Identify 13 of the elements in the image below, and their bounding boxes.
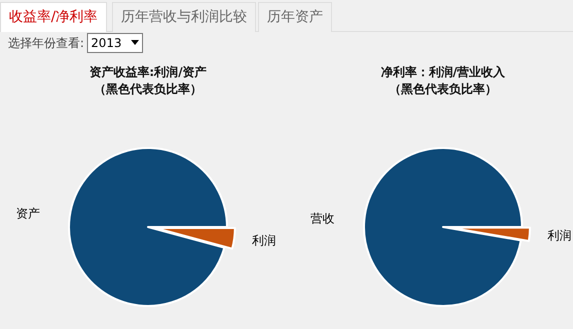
slice-label: 利润 (548, 228, 572, 243)
slice-label: 营收 (310, 211, 334, 226)
text: 历年营收与利润比较 (112, 2, 256, 32)
chart-subtitle: （黑色代表负比率） (389, 82, 497, 96)
text: 选择年份查看: (8, 36, 84, 50)
text: 2013 (87, 33, 143, 53)
text: 历年资产 (258, 2, 332, 32)
chart-title: 资产收益率:利润/资产 (89, 65, 207, 79)
chart-subtitle: （黑色代表负比率） (94, 82, 202, 96)
slice-label: 资产 (16, 206, 40, 221)
slice-label: 利润 (252, 233, 276, 248)
chart-title: 净利率：利润/营业收入 (380, 65, 506, 79)
text: 收益率/净利率 (0, 2, 107, 32)
